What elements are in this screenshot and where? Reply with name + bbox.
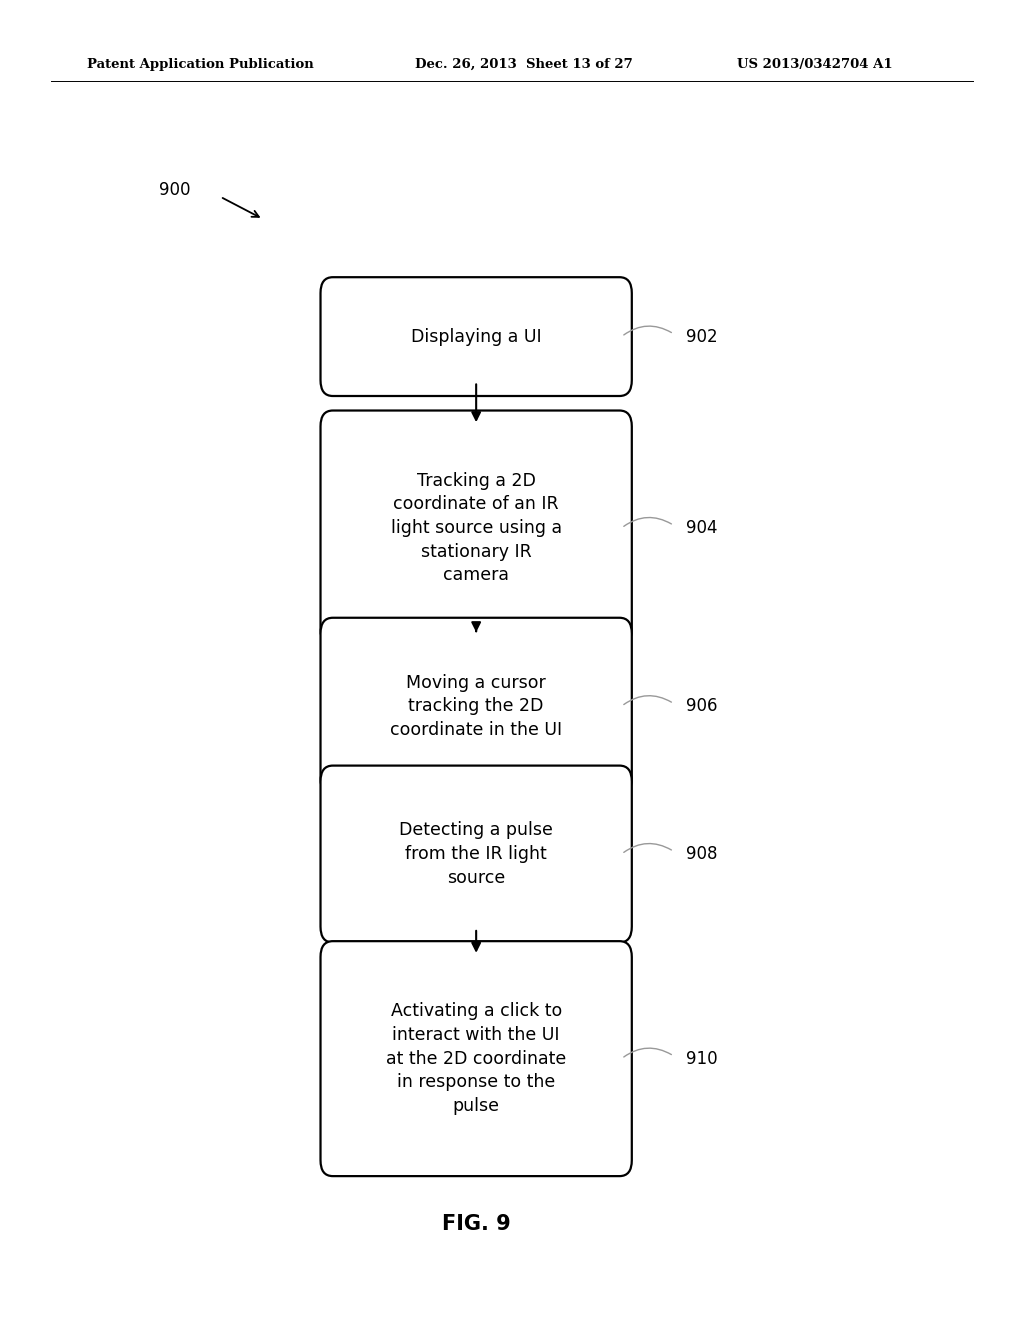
Text: Detecting a pulse
from the IR light
source: Detecting a pulse from the IR light sour… — [399, 821, 553, 887]
Text: Tracking a 2D
coordinate of an IR
light source using a
stationary IR
camera: Tracking a 2D coordinate of an IR light … — [390, 471, 562, 585]
Text: US 2013/0342704 A1: US 2013/0342704 A1 — [737, 58, 893, 71]
Text: 904: 904 — [686, 519, 718, 537]
Text: FIG. 9: FIG. 9 — [441, 1213, 511, 1234]
Text: Activating a click to
interact with the UI
at the 2D coordinate
in response to t: Activating a click to interact with the … — [386, 1002, 566, 1115]
Text: 906: 906 — [686, 697, 718, 715]
Text: 900: 900 — [159, 181, 190, 199]
Text: 910: 910 — [686, 1049, 718, 1068]
FancyBboxPatch shape — [321, 411, 632, 645]
FancyBboxPatch shape — [321, 618, 632, 795]
Text: Dec. 26, 2013  Sheet 13 of 27: Dec. 26, 2013 Sheet 13 of 27 — [415, 58, 633, 71]
FancyBboxPatch shape — [321, 277, 632, 396]
Text: Moving a cursor
tracking the 2D
coordinate in the UI: Moving a cursor tracking the 2D coordina… — [390, 673, 562, 739]
FancyBboxPatch shape — [321, 766, 632, 942]
Text: 908: 908 — [686, 845, 718, 863]
Text: Patent Application Publication: Patent Application Publication — [87, 58, 313, 71]
FancyBboxPatch shape — [321, 941, 632, 1176]
Text: Displaying a UI: Displaying a UI — [411, 327, 542, 346]
Text: 902: 902 — [686, 327, 718, 346]
